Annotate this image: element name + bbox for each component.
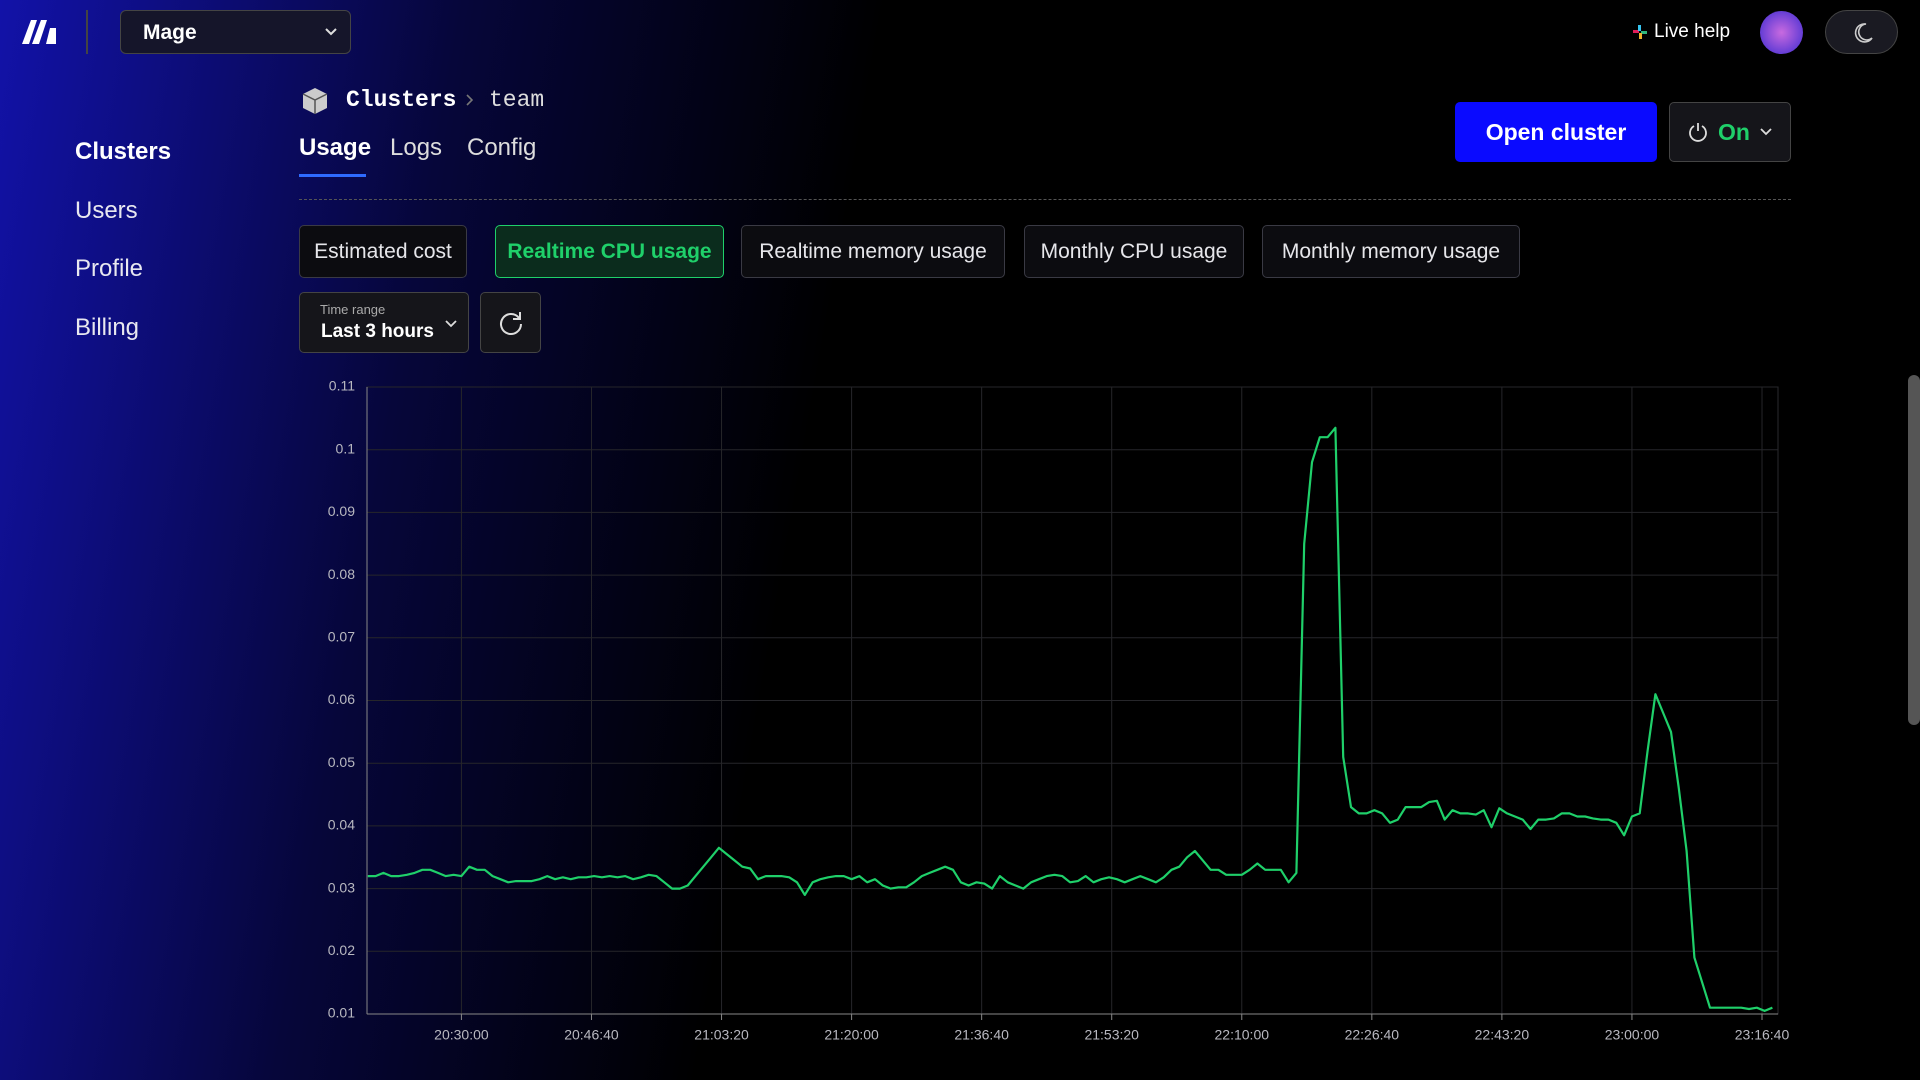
- cluster-icon: [302, 88, 328, 114]
- chevron: [445, 320, 457, 328]
- power-icon: [1689, 123, 1707, 142]
- y-tick-label: 0.11: [329, 378, 355, 394]
- chevron: [325, 28, 337, 36]
- tab-underline: [299, 174, 366, 177]
- logo[interactable]: [22, 20, 56, 44]
- tab[interactable]: Config: [467, 134, 537, 161]
- live-help-label: Live help: [1654, 21, 1731, 42]
- y-tick-label: 0.1: [336, 440, 356, 456]
- y-tick-label: 0.06: [328, 691, 355, 707]
- x-tick-label: 23:00:00: [1605, 1027, 1660, 1043]
- divider: [299, 199, 1791, 200]
- y-tick-label: 0.01: [328, 1005, 355, 1021]
- y-tick-label: 0.03: [328, 879, 355, 895]
- x-tick-label: 23:16:40: [1735, 1027, 1790, 1043]
- y-tick-label: 0.05: [328, 754, 355, 770]
- x-tick-label: 20:46:40: [564, 1027, 619, 1043]
- x-tick-label: 22:10:00: [1215, 1027, 1270, 1043]
- power-state: On: [1718, 118, 1750, 145]
- slack-icon: [1633, 25, 1647, 39]
- scrollbar[interactable]: [1908, 375, 1920, 725]
- x-tick-label: 22:43:20: [1475, 1027, 1530, 1043]
- time-range-value: Last 3 hours: [321, 321, 434, 342]
- x-tick-label: 21:36:40: [954, 1027, 1009, 1043]
- y-tick-label: 0.09: [328, 503, 355, 519]
- chart-tab[interactable]: Estimated cost: [299, 225, 467, 278]
- nav-item[interactable]: Profile: [75, 255, 144, 282]
- chart-tab[interactable]: Realtime memory usage: [741, 225, 1005, 278]
- x-tick-label: 20:30:00: [434, 1027, 489, 1043]
- breadcrumb-sep: [466, 94, 474, 106]
- time-range-select[interactable]: Time range Last 3 hours: [299, 292, 469, 353]
- refresh-button[interactable]: [480, 292, 541, 353]
- open-cluster-button[interactable]: Open cluster: [1455, 102, 1657, 162]
- y-tick-label: 0.08: [328, 566, 355, 582]
- tab[interactable]: Usage: [299, 134, 372, 161]
- nav-item[interactable]: Users: [75, 197, 138, 224]
- time-range-label: Time range: [320, 302, 386, 317]
- project-name: Mage: [143, 21, 197, 44]
- theme-toggle[interactable]: [1825, 10, 1898, 54]
- y-tick-label: 0.04: [328, 817, 355, 833]
- x-tick-label: 21:53:20: [1084, 1027, 1139, 1043]
- x-tick-label: 21:03:20: [694, 1027, 749, 1043]
- x-tick-label: 22:26:40: [1345, 1027, 1400, 1043]
- divider: [86, 10, 88, 54]
- x-tick-label: 21:20:00: [824, 1027, 879, 1043]
- live-help[interactable]: Live help: [1632, 21, 1730, 43]
- chevron: [1760, 128, 1772, 136]
- nav-item[interactable]: Clusters: [75, 138, 172, 165]
- tab[interactable]: Logs: [390, 134, 443, 161]
- chart-tab[interactable]: Monthly memory usage: [1262, 225, 1520, 278]
- project-select[interactable]: Mage: [120, 10, 351, 54]
- nav-item[interactable]: Billing: [75, 314, 140, 341]
- chart-tab[interactable]: Realtime CPU usage: [495, 225, 724, 278]
- refresh-icon: [500, 312, 522, 335]
- y-tick-label: 0.07: [328, 629, 355, 645]
- avatar[interactable]: [1760, 11, 1803, 54]
- moon-icon: [1854, 23, 1873, 43]
- chart-tab[interactable]: Monthly CPU usage: [1024, 225, 1244, 278]
- cpu-line: [367, 426, 1773, 1012]
- breadcrumb-root[interactable]: Clusters: [346, 87, 457, 113]
- breadcrumb-current: team: [489, 87, 545, 113]
- power-button[interactable]: On: [1669, 102, 1791, 162]
- y-tick-label: 0.02: [328, 942, 355, 958]
